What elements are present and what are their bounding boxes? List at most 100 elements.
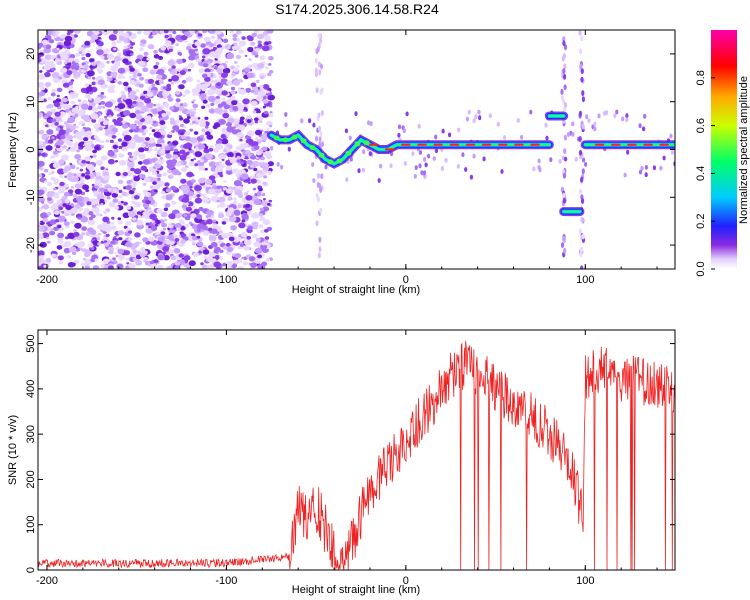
noise-speckle <box>580 176 584 183</box>
noise-speckle <box>180 132 184 135</box>
noise-speckle <box>263 228 269 233</box>
noise-speckle <box>96 49 104 56</box>
noise-speckle <box>67 172 74 178</box>
noise-speckle <box>144 147 149 152</box>
noise-speckle <box>259 75 265 80</box>
noise-speckle <box>153 147 158 152</box>
noise-speckle <box>133 176 140 182</box>
noise-speckle <box>51 118 57 123</box>
noise-speckle <box>81 173 86 177</box>
noise-speckle <box>236 155 241 160</box>
noise-speckle <box>266 202 271 206</box>
x-tick-label: 100 <box>576 274 594 286</box>
noise-speckle <box>65 236 69 240</box>
noise-speckle <box>217 103 224 108</box>
noise-speckle <box>155 61 160 66</box>
noise-speckle <box>157 177 161 181</box>
noise-speckle <box>63 191 70 197</box>
noise-speckle <box>200 134 205 138</box>
noise-speckle <box>144 225 148 229</box>
noise-speckle <box>94 201 98 204</box>
noise-speckle <box>117 103 126 110</box>
noise-speckle <box>90 33 99 41</box>
noise-speckle <box>248 199 255 205</box>
noise-speckle <box>133 168 142 175</box>
noise-speckle <box>238 222 246 229</box>
noise-speckle <box>38 189 45 196</box>
noise-speckle <box>66 134 73 141</box>
noise-speckle <box>46 237 50 240</box>
noise-speckle <box>578 228 582 235</box>
noise-speckle <box>79 137 84 140</box>
noise-speckle <box>217 47 224 53</box>
noise-speckle <box>191 174 195 177</box>
noise-speckle <box>474 114 478 120</box>
noise-speckle <box>61 154 69 161</box>
noise-speckle <box>259 84 264 89</box>
noise-speckle <box>369 121 373 126</box>
x-tick-label: -100 <box>215 274 237 286</box>
noise-speckle <box>153 184 160 190</box>
noise-speckle <box>72 251 77 255</box>
noise-speckle <box>580 76 584 83</box>
spectrogram-y-label: Frequency (Hz) <box>7 112 19 188</box>
noise-speckle <box>160 149 166 154</box>
noise-speckle <box>184 40 188 43</box>
noise-speckle <box>110 240 116 245</box>
noise-speckle <box>258 43 263 48</box>
noise-speckle <box>118 255 125 261</box>
noise-speckle <box>194 48 199 52</box>
noise-speckle <box>167 59 175 66</box>
noise-speckle <box>143 177 151 183</box>
noise-speckle <box>104 242 109 247</box>
noise-speckle <box>320 173 324 180</box>
noise-speckle <box>213 261 221 268</box>
noise-speckle <box>164 145 171 151</box>
noise-speckle <box>127 211 136 218</box>
noise-speckle <box>251 221 259 227</box>
noise-speckle <box>200 43 207 48</box>
noise-speckle <box>564 156 568 162</box>
noise-speckle <box>39 97 44 102</box>
noise-speckle <box>259 207 264 211</box>
noise-speckle <box>240 173 249 180</box>
noise-speckle <box>131 188 136 192</box>
noise-speckle <box>41 134 48 140</box>
noise-speckle <box>83 64 89 69</box>
noise-speckle <box>571 121 575 127</box>
noise-speckle <box>188 48 196 55</box>
noise-speckle <box>402 128 406 134</box>
noise-speckle <box>247 225 253 231</box>
noise-speckle <box>127 151 133 156</box>
noise-speckle <box>238 124 246 131</box>
x-tick-label: 0 <box>403 575 409 587</box>
noise-speckle <box>537 158 541 164</box>
noise-speckle <box>107 109 112 113</box>
noise-speckle <box>127 44 131 48</box>
noise-speckle <box>397 132 401 138</box>
noise-speckle <box>54 58 60 63</box>
noise-speckle <box>92 76 96 80</box>
noise-speckle <box>130 167 136 172</box>
noise-speckle <box>156 173 162 178</box>
noise-speckle <box>258 187 263 192</box>
noise-speckle <box>53 102 61 108</box>
noise-speckle <box>38 81 45 88</box>
noise-speckle <box>59 175 64 178</box>
noise-speckle <box>242 98 250 105</box>
noise-speckle <box>224 60 229 64</box>
noise-speckle <box>183 143 190 149</box>
noise-speckle <box>146 115 152 119</box>
noise-speckle <box>488 113 492 119</box>
noise-speckle <box>192 92 197 96</box>
colorbar: 0.0 0.2 0.4 0.6 0.8 Normalized spectral ampl… <box>695 30 750 277</box>
noise-speckle <box>43 64 51 71</box>
noise-speckle <box>413 174 417 179</box>
noise-speckle <box>153 131 162 138</box>
noise-speckle <box>139 252 146 258</box>
noise-speckle <box>243 239 252 246</box>
noise-speckle <box>134 201 142 208</box>
noise-speckle <box>237 259 243 263</box>
noise-speckle <box>222 262 227 267</box>
noise-speckle <box>204 68 211 73</box>
